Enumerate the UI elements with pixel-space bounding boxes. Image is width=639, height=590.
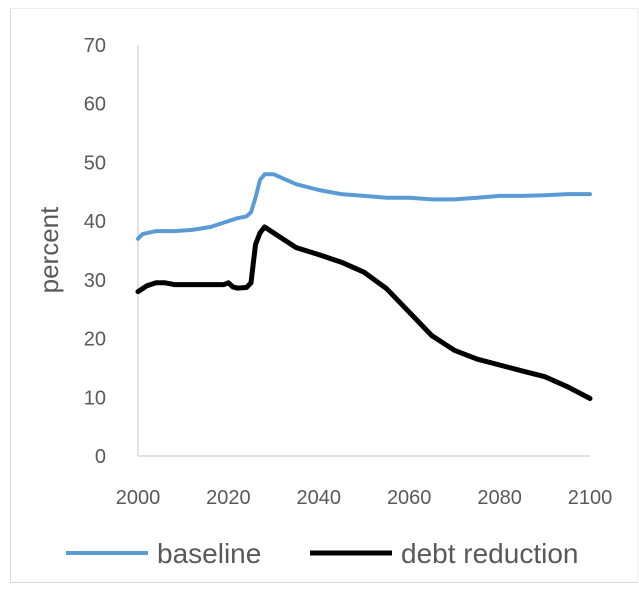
y-tick-label: 0 (95, 446, 106, 468)
legend-label-2: debt reduction (401, 538, 578, 569)
y-tick-label: 30 (84, 270, 106, 292)
x-axis-ticks: 2000 2020 2040 2060 2080 2100 (116, 487, 613, 509)
x-tick-label: 2020 (206, 487, 251, 509)
x-tick-label: 2100 (568, 487, 613, 509)
chart-frame (10, 8, 638, 583)
y-tick-label: 20 (84, 329, 106, 351)
x-tick-label: 2040 (297, 487, 342, 509)
y-tick-label: 60 (84, 94, 106, 116)
y-tick-label: 70 (84, 35, 106, 57)
y-axis-ticks: 0 10 20 30 40 50 60 70 (84, 35, 106, 468)
legend-label-1: baseline (157, 538, 261, 569)
series-lines (135, 172, 593, 401)
series-line-2 (135, 224, 593, 401)
y-tick-label: 10 (84, 387, 106, 409)
x-tick-label: 2080 (477, 487, 522, 509)
y-tick-label: 50 (84, 152, 106, 174)
y-tick-label: 40 (84, 211, 106, 233)
x-tick-label: 2000 (116, 487, 161, 509)
legend: baseline debt reduction (66, 538, 578, 569)
x-tick-label: 2060 (387, 487, 432, 509)
series-line-1 (136, 172, 592, 241)
y-axis-label: percent (34, 206, 64, 293)
